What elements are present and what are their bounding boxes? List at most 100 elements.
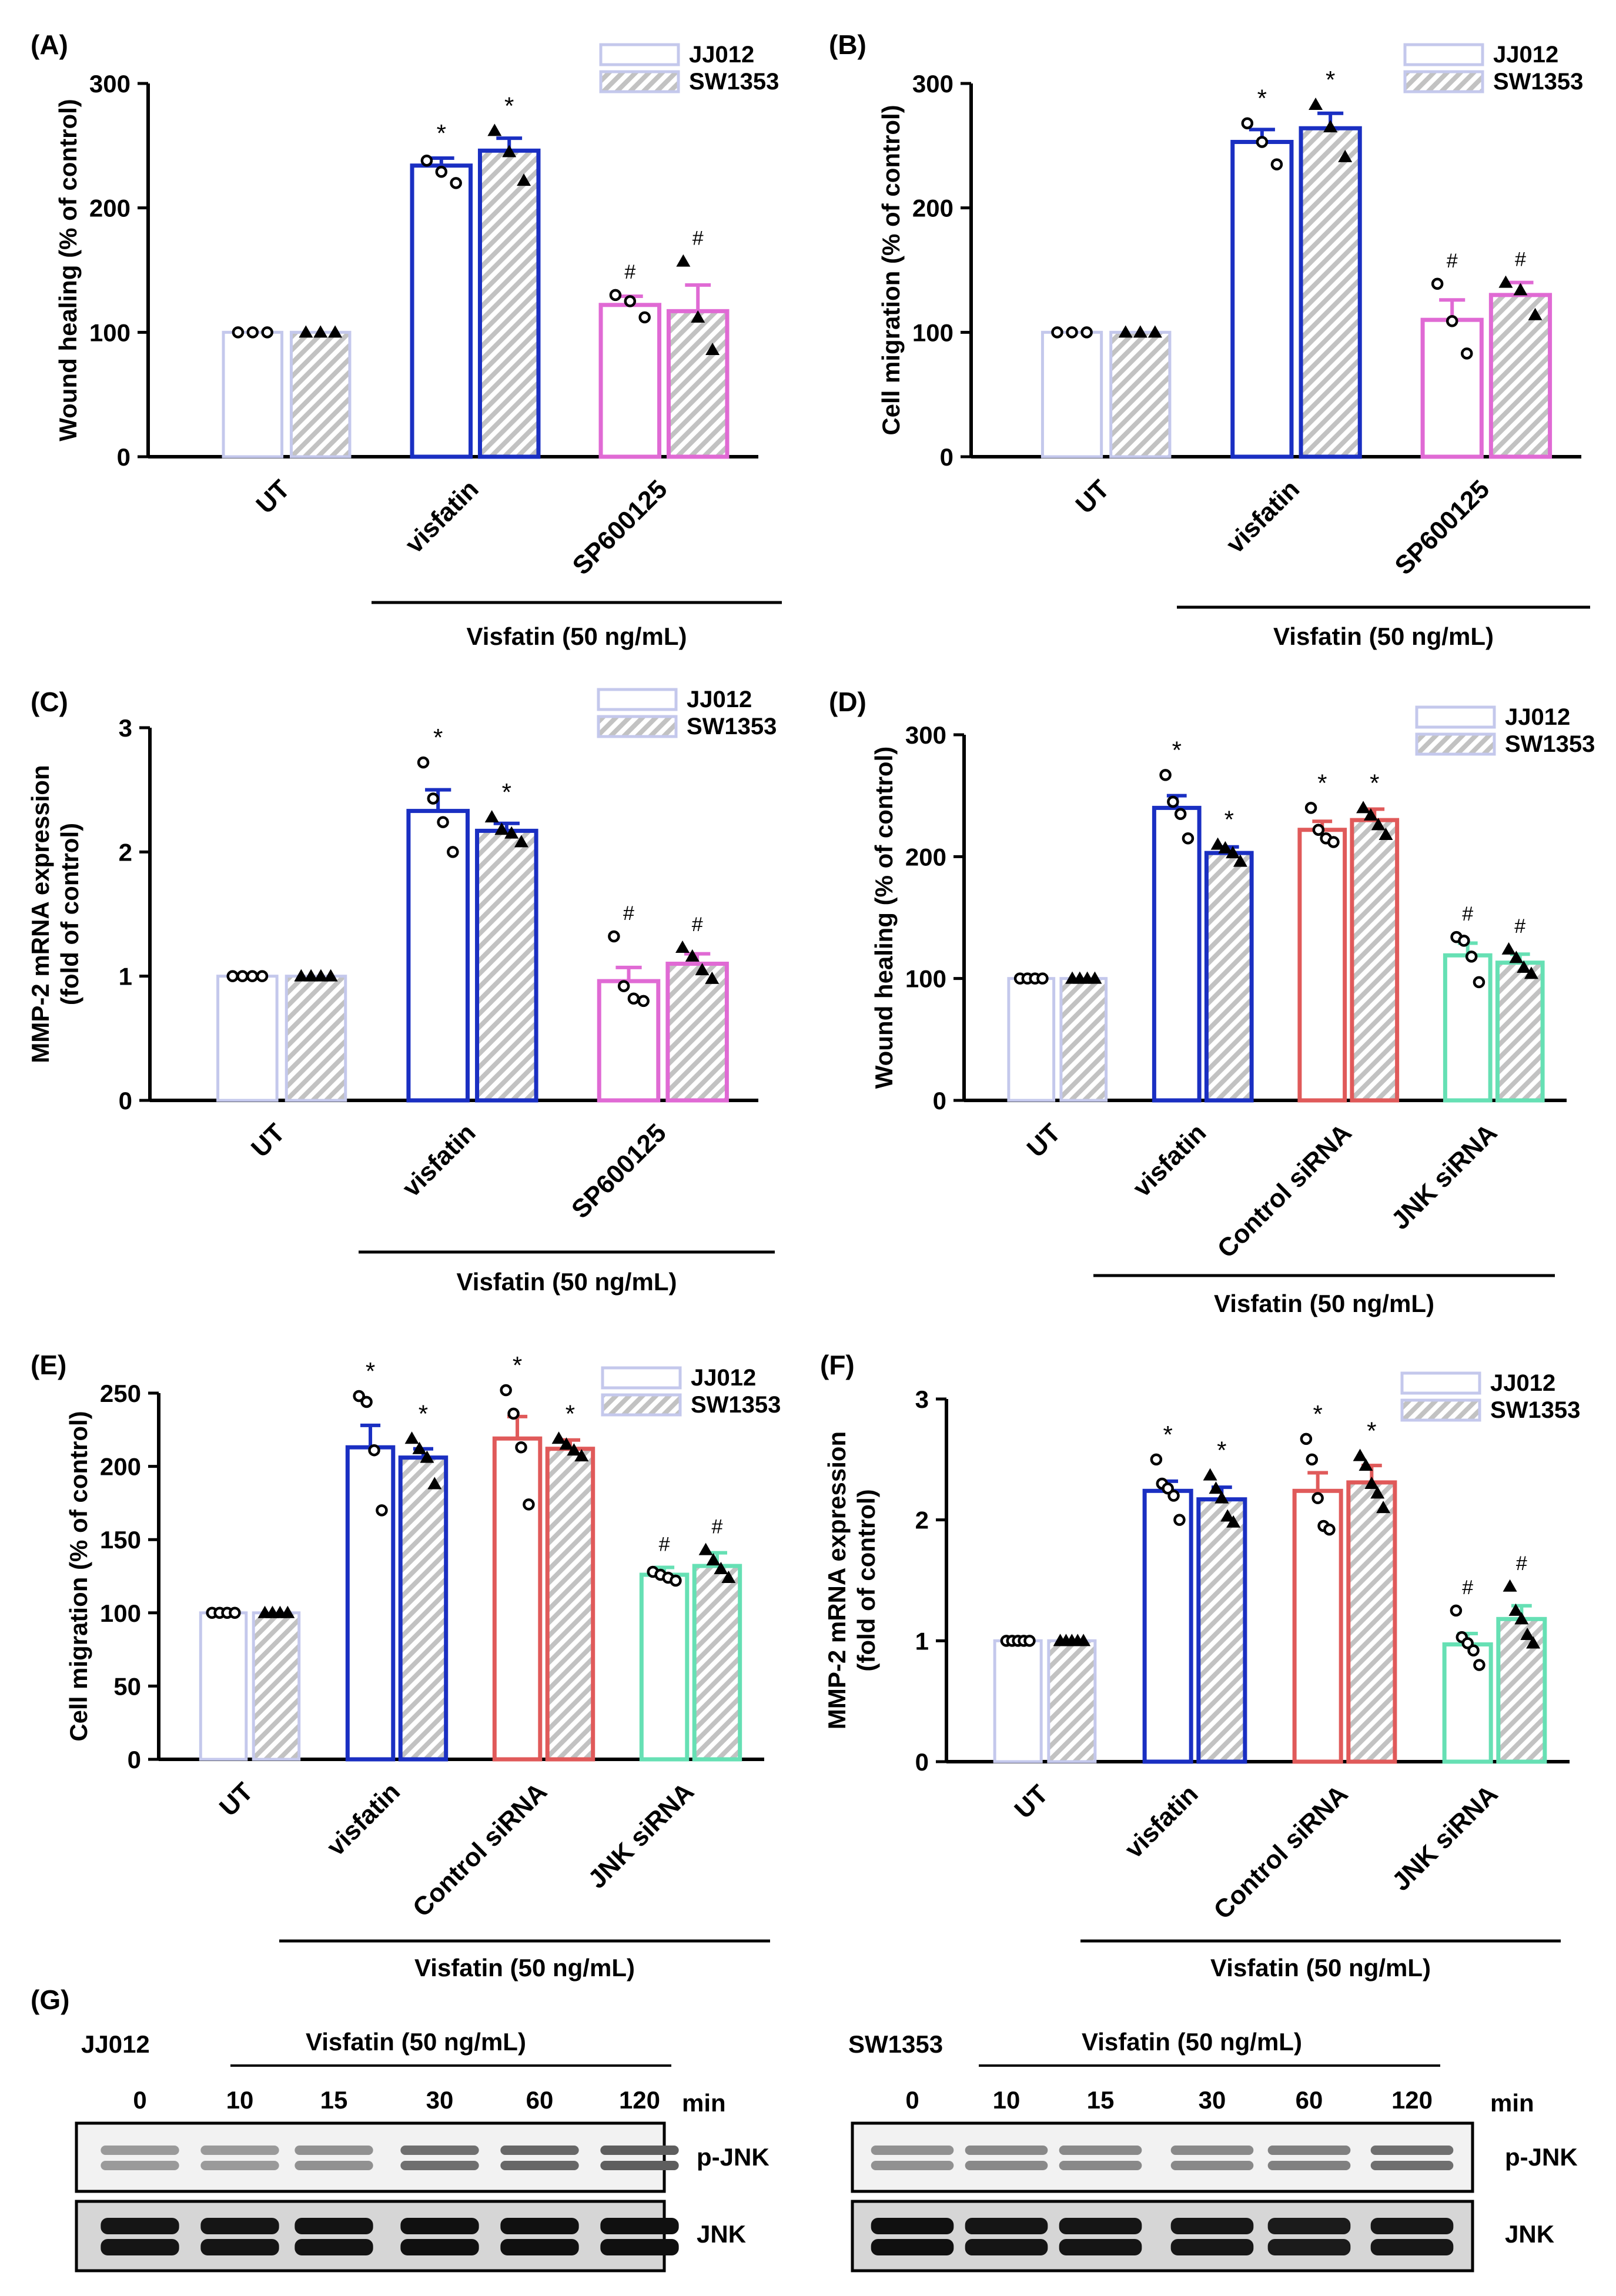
- jnk-band: [1059, 2239, 1142, 2255]
- bar-jj012: [1230, 139, 1294, 459]
- y-tick-label: 300: [912, 70, 953, 98]
- x-tick-label: UT: [250, 474, 295, 519]
- data-point-circle: [353, 1390, 365, 1403]
- data-point-triangle: [1370, 1486, 1385, 1499]
- significance-hash: #: [659, 1534, 670, 1556]
- data-point-circle: [1036, 972, 1049, 985]
- significance-hash: #: [692, 227, 704, 250]
- legend-label-sw1353: SW1353: [689, 69, 779, 95]
- legend-label-jj012: JJ012: [1505, 704, 1570, 730]
- data-point-circle: [617, 980, 630, 992]
- data-point-triangle: [1524, 966, 1538, 979]
- jnk-band: [295, 2239, 373, 2255]
- significance-star: *: [1224, 806, 1234, 834]
- y-axis-label: Cell migration (% of control): [65, 1411, 92, 1741]
- band-label-p-jnk: p-JNK: [697, 2143, 769, 2171]
- data-point-triangle: [1514, 1612, 1529, 1625]
- data-point-triangle: [1226, 1515, 1241, 1528]
- data-point-triangle: [1220, 1509, 1235, 1522]
- p-jnk-blot: [851, 2121, 1474, 2193]
- x-tick-label: SP600125: [1389, 474, 1495, 580]
- legend-swatch-sw1353: [1403, 70, 1484, 93]
- jnk-band: [500, 2239, 579, 2255]
- data-point-circle: [1270, 158, 1283, 170]
- x-tick-label: JNK siRNA: [1387, 1779, 1504, 1896]
- y-tick-label: 0: [940, 443, 953, 471]
- western-blot-panel: (G) JJ012 Visfatin (50 ng/mL) 0 10 15 30 60 120 m…: [31, 1984, 1578, 2272]
- p-jnk-band: [1370, 2146, 1454, 2155]
- significance-star: *: [504, 92, 514, 119]
- data-point-triangle: [494, 822, 509, 835]
- data-point-triangle: [1520, 1628, 1535, 1641]
- data-point-triangle: [1508, 1603, 1523, 1616]
- data-point-circle: [246, 970, 259, 982]
- p-jnk-band: [1267, 2146, 1351, 2155]
- y-tick-label: 0: [128, 1746, 141, 1773]
- chart-panel-f: (F) 0 1 2 3 MMP-2 mRNA expression (fold of con…: [820, 1350, 1580, 1982]
- jnk-band: [295, 2218, 373, 2234]
- y-tick-label: 1: [119, 963, 132, 990]
- jnk-band: [965, 2239, 1048, 2255]
- jnk-band: [1170, 2218, 1254, 2234]
- y-tick-label: 2: [119, 838, 132, 866]
- jnk-band: [1370, 2218, 1454, 2234]
- bar-jj012: [406, 809, 470, 1103]
- y-tick-label: 0: [119, 1087, 132, 1114]
- significance-hash: #: [1462, 1577, 1473, 1599]
- bar-jj012: [1297, 828, 1347, 1103]
- jnk-band: [400, 2218, 479, 2234]
- p-jnk-band: [600, 2146, 679, 2155]
- significance-hash: #: [711, 1516, 722, 1538]
- data-point-triangle: [420, 1450, 434, 1463]
- data-point-triangle: [1509, 950, 1524, 963]
- data-point-circle: [368, 1444, 380, 1457]
- data-point-triangle: [559, 1437, 574, 1450]
- treatment-label: Visfatin (50 ng/mL): [306, 2028, 526, 2056]
- data-point-circle: [1467, 1644, 1480, 1657]
- data-point-triangle: [514, 835, 528, 848]
- time-point-label: 0: [133, 2086, 146, 2114]
- bar-sw1353: [1350, 818, 1400, 1103]
- data-point-circle: [1080, 326, 1093, 339]
- data-point-triangle: [1498, 275, 1513, 288]
- legend-swatch-jj012: [601, 1366, 682, 1390]
- p-jnk-band: [1370, 2161, 1454, 2170]
- legend-swatch-sw1353: [1415, 732, 1496, 756]
- bar-sw1353: [1196, 1497, 1247, 1764]
- p-jnk-band: [200, 2146, 279, 2155]
- data-point-triangle: [1526, 1636, 1541, 1649]
- data-point-circle: [435, 166, 448, 178]
- legend-label-jj012: JJ012: [691, 1365, 756, 1391]
- data-point-triangle: [313, 969, 328, 982]
- bar-sw1353: [1204, 851, 1254, 1103]
- x-tick-label: UT: [246, 1118, 290, 1163]
- data-point-triangle: [487, 123, 502, 136]
- bar-sw1353: [1346, 1480, 1397, 1764]
- data-point-triangle: [1517, 960, 1531, 973]
- x-tick-label: Control siRNA: [1208, 1779, 1353, 1925]
- significance-star: *: [1172, 736, 1182, 764]
- data-point-circle: [1473, 1659, 1485, 1671]
- jnk-band: [871, 2218, 954, 2234]
- y-tick-label: 100: [89, 319, 131, 346]
- data-point-triangle: [1363, 808, 1378, 821]
- jnk-blot: [851, 2200, 1474, 2272]
- legend-label-sw1353: SW1353: [1490, 1397, 1580, 1423]
- y-tick-label: 2: [915, 1507, 929, 1534]
- jnk-band: [1370, 2239, 1454, 2255]
- data-point-triangle: [706, 1553, 721, 1566]
- legend-label-jj012: JJ012: [687, 687, 752, 712]
- significance-star: *: [366, 1357, 375, 1385]
- group-label: Visfatin (50 ng/mL): [467, 622, 687, 650]
- data-point-circle: [1174, 808, 1187, 821]
- data-point-triangle: [1379, 828, 1393, 841]
- bar-jj012: [345, 1445, 396, 1762]
- data-point-triangle: [328, 325, 343, 338]
- x-tick-label: visfatin: [397, 1118, 481, 1203]
- legend-swatch-sw1353: [599, 70, 680, 93]
- data-point-circle: [1066, 326, 1078, 339]
- data-point-triangle: [1214, 1491, 1229, 1504]
- data-point-circle: [1023, 1635, 1036, 1647]
